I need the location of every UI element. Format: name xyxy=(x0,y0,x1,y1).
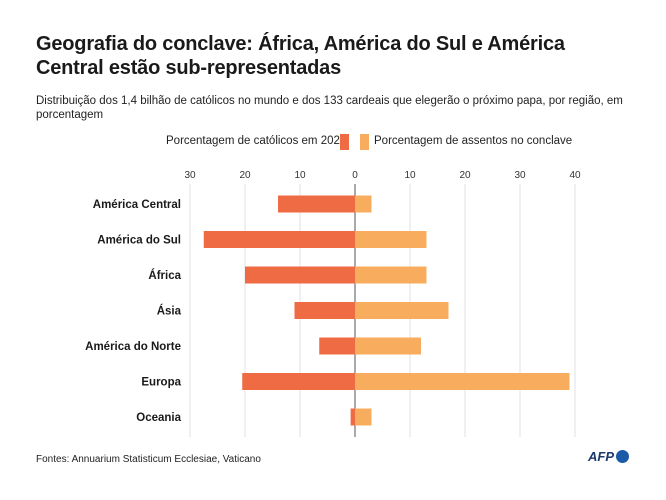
category-label: Europa xyxy=(141,377,181,389)
bar-catholics xyxy=(294,302,355,319)
bar-catholics xyxy=(203,231,355,248)
x-tick-label: 40 xyxy=(569,170,581,181)
bar-conclave xyxy=(355,373,570,390)
chart-subtitle: Distribuição dos 1,4 bilhão de católicos… xyxy=(36,95,623,121)
legend-swatch-conclave xyxy=(360,134,369,150)
legend-swatch-catholics xyxy=(340,134,349,150)
chart-title: Geografia do conclave: África, América d… xyxy=(36,33,565,79)
bar-conclave xyxy=(355,231,427,248)
category-label: América do Norte xyxy=(85,341,181,353)
bar-catholics xyxy=(319,337,355,355)
category-label: Ásia xyxy=(157,305,182,318)
x-tick-label: 20 xyxy=(459,170,471,181)
afp-logo-text: AFP xyxy=(588,449,614,464)
bar-conclave xyxy=(355,195,372,213)
category-label: África xyxy=(148,269,181,282)
source-note: Fontes: Annuarium Statisticum Ecclesiae,… xyxy=(36,454,261,465)
category-label: Oceania xyxy=(136,412,181,424)
afp-logo: AFP xyxy=(588,449,629,465)
x-tick-label: 30 xyxy=(514,170,526,181)
bar-conclave xyxy=(355,266,427,284)
x-tick-label: 10 xyxy=(294,170,306,181)
legend-label-conclave: Porcentagem de assentos no conclave xyxy=(374,135,573,147)
bar-conclave xyxy=(355,337,421,355)
chart-plot: 30 20 10 0 10 20 30 40 América Central América do… xyxy=(85,170,581,437)
legend: Porcentagem de católicos em 2023 Porcent… xyxy=(0,133,666,151)
bar-conclave xyxy=(355,302,449,319)
x-tick-label: 10 xyxy=(404,170,416,181)
legend-label-catholics: Porcentagem de católicos em 2023 xyxy=(166,135,347,147)
x-tick-label: 30 xyxy=(184,170,196,181)
bar-conclave xyxy=(355,408,372,426)
bar-catholics xyxy=(278,195,355,213)
category-label: América do Sul xyxy=(97,235,181,247)
x-tick-label: 20 xyxy=(239,170,251,181)
bar-catholics xyxy=(242,373,355,390)
category-label: América Central xyxy=(93,199,181,211)
x-tick-label: 0 xyxy=(352,170,358,181)
bar-catholics xyxy=(350,408,355,426)
afp-logo-dot xyxy=(616,450,629,463)
bar-catholics xyxy=(245,266,355,284)
